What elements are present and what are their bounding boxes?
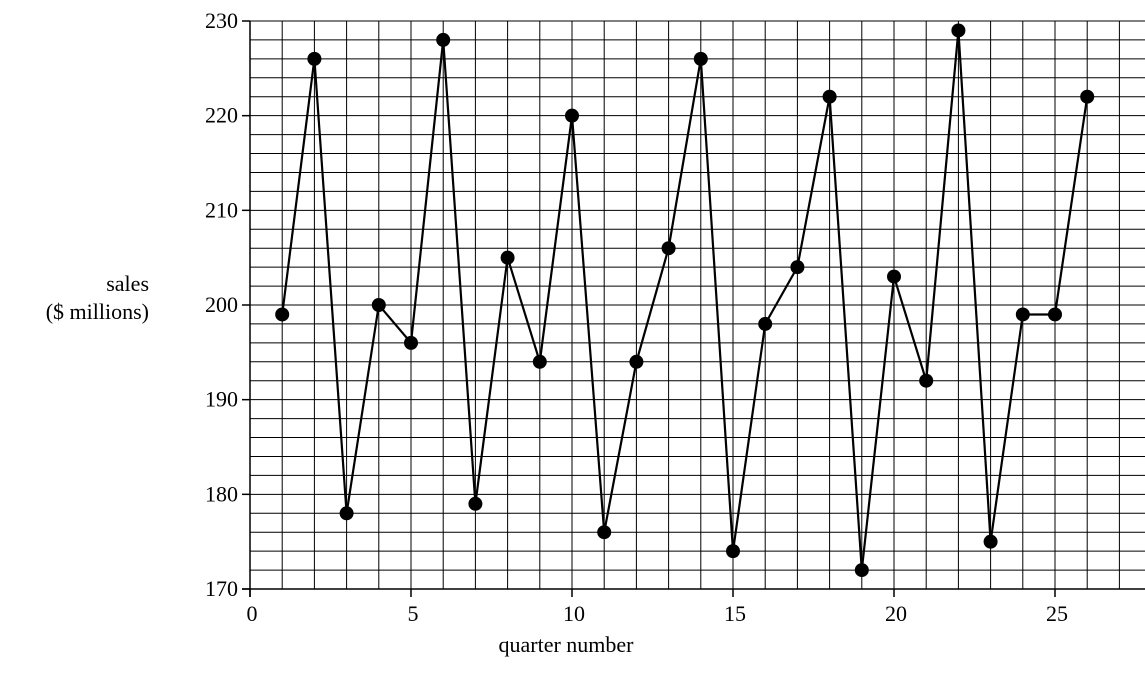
data-point <box>1015 307 1030 322</box>
data-point <box>983 534 998 549</box>
x-tick-label: 10 <box>563 601 585 626</box>
data-point <box>404 335 418 350</box>
data-point <box>532 354 547 369</box>
data-point <box>726 544 740 559</box>
data-point <box>629 354 644 369</box>
tick-labels: 170 180 190 200 210 220 230 0 5 10 15 20 25 <box>205 8 1068 626</box>
data-point <box>919 373 934 388</box>
data-point <box>468 496 483 511</box>
x-tick-label: 25 <box>1046 601 1068 626</box>
data-point <box>565 108 579 123</box>
x-tick-label: 15 <box>724 601 746 626</box>
series-line <box>281 30 1089 571</box>
data-point <box>500 250 515 265</box>
y-axis-label-line-2: ($ millions) <box>45 299 149 324</box>
y-tick-label: 180 <box>205 481 238 506</box>
data-point <box>854 563 869 578</box>
chart-grid <box>249 20 1145 590</box>
y-axis-label: sales ($ millions) <box>46 270 149 326</box>
y-tick-label: 190 <box>205 387 238 412</box>
x-tick-label: 5 <box>408 601 419 626</box>
data-point <box>275 307 290 322</box>
data-point <box>436 32 451 47</box>
data-point <box>951 23 966 38</box>
y-axis-label-line-1: sales <box>106 271 149 296</box>
data-point <box>887 269 901 284</box>
data-series <box>275 23 1095 578</box>
data-point <box>790 260 805 275</box>
y-tick-label: 170 <box>205 576 238 601</box>
data-point <box>371 298 386 312</box>
data-point <box>758 316 773 331</box>
y-tick-label: 230 <box>205 8 238 33</box>
data-point <box>661 241 676 256</box>
data-point <box>597 525 612 540</box>
data-point <box>1048 307 1062 322</box>
data-point <box>693 51 708 66</box>
chart-axes <box>242 20 1145 597</box>
x-axis-label: quarter number <box>498 632 634 657</box>
data-point <box>822 89 837 104</box>
x-tick-label: 0 <box>247 601 258 626</box>
y-tick-label: 200 <box>205 292 238 317</box>
y-tick-label: 220 <box>205 103 238 128</box>
x-tick-label: 20 <box>885 601 907 626</box>
y-tick-label: 210 <box>205 197 238 222</box>
data-point <box>339 506 354 521</box>
data-point <box>1080 89 1095 104</box>
data-point <box>307 51 322 66</box>
